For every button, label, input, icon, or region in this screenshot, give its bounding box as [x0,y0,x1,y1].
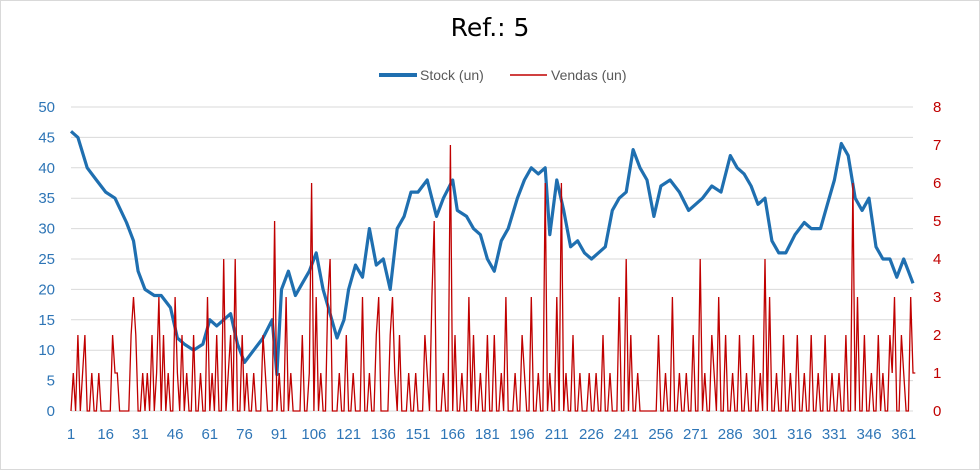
x-tick-label: 136 [371,426,396,443]
x-tick-label: 346 [857,426,882,443]
y-right-tick-label: 3 [933,289,941,306]
x-tick-label: 301 [752,426,777,443]
y-left-tick-label: 15 [38,312,55,329]
y-right-tick-label: 1 [933,365,941,382]
x-tick-label: 211 [545,426,569,443]
y-left-tick-label: 45 [38,129,55,146]
y-left-tick-label: 10 [38,342,55,359]
x-tick-label: 361 [891,426,916,443]
x-tick-label: 121 [336,426,361,443]
x-tick-label: 316 [787,426,812,443]
y-right-tick-label: 7 [933,137,941,154]
x-tick-label: 286 [718,426,743,443]
x-tick-label: 271 [683,426,708,443]
chart-title: Ref.: 5 [450,13,530,42]
x-tick-label: 91 [271,426,288,443]
x-tick-label: 241 [614,426,639,443]
y-right-tick-label: 2 [933,327,941,344]
x-tick-label: 46 [167,426,184,443]
y-left-tick-label: 50 [38,99,55,116]
vendas-series-line [70,144,916,412]
x-tick-label: 196 [510,426,535,443]
legend-label-stock: Stock (un) [420,67,484,83]
y-right-tick-label: 5 [933,213,941,230]
y-left-tick-label: 0 [47,403,55,420]
x-tick-label: 331 [822,426,847,443]
y-left-tick-label: 5 [47,373,55,390]
y-right-tick-label: 8 [933,99,941,116]
x-tick-label: 16 [97,426,114,443]
x-tick-label: 256 [648,426,673,443]
x-tick-label: 166 [440,426,465,443]
x-tick-label: 61 [201,426,218,443]
x-tick-label: 31 [132,426,149,443]
y-left-tick-label: 30 [38,221,55,238]
y-right-tick-label: 4 [933,251,941,268]
x-tick-label: 151 [405,426,430,443]
x-tick-label: 181 [475,426,500,443]
x-tick-label: 226 [579,426,604,443]
x-tick-label: 106 [301,426,326,443]
y-right-tick-label: 0 [933,403,941,420]
x-tick-label: 1 [67,426,75,443]
x-tick-label: 76 [236,426,253,443]
y-left-tick-label: 35 [38,190,55,207]
legend-label-vendas: Vendas (un) [551,67,627,83]
y-right-tick-label: 6 [933,175,941,192]
y-left-tick-label: 25 [38,251,55,268]
y-left-tick-label: 20 [38,281,55,298]
y-left-tick-label: 40 [38,160,55,177]
